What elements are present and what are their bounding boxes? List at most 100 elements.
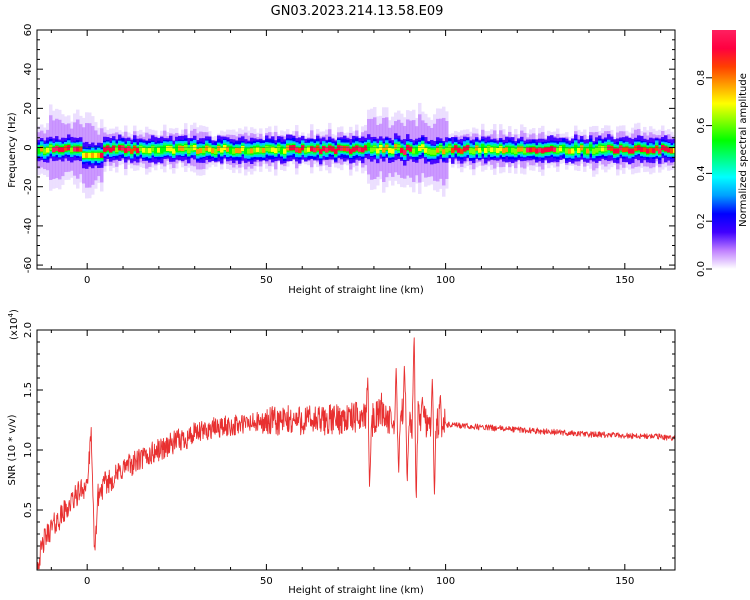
spectrogram-core-cell — [274, 148, 278, 154]
spectrogram-core-cell — [469, 148, 473, 154]
snr-y-axis-label: SNR (10 * v/v) — [7, 414, 18, 485]
spectrogram-core-cell — [595, 147, 599, 153]
spectrogram-core-cell — [520, 146, 524, 152]
spectrogram-core-cell — [562, 145, 566, 151]
snr-y-tick-label: 2.0 — [23, 322, 34, 338]
spectrogram-core-cell — [421, 144, 425, 150]
snr-x-tick-label: 0 — [84, 576, 90, 587]
spectrogram-core-cell — [229, 147, 233, 153]
spectrogram-core-cell — [37, 147, 41, 154]
spectrogram-core-cell — [436, 147, 440, 153]
spectrogram-core-cell — [175, 145, 179, 151]
spectrogram-y-tick-label: 20 — [23, 102, 34, 115]
colorbar-tick-label: 0.2 — [696, 213, 707, 229]
snr-y-tick-label: 0.5 — [23, 502, 34, 518]
spectrogram-core-cell — [298, 147, 302, 154]
spectrogram-core-cell — [412, 148, 416, 154]
spectrogram-core-cell — [505, 147, 509, 153]
spectrogram-core-cell — [367, 144, 371, 150]
spectrogram-y-tick-label: -60 — [23, 257, 34, 273]
spectrogram-core-cell — [493, 146, 497, 152]
spectrogram-core-cell — [370, 146, 374, 152]
spectrogram-core-cell — [85, 152, 89, 158]
spectrogram-core-cell — [334, 148, 338, 154]
spectrogram-core-cell — [568, 148, 572, 154]
spectrogram-core-cell — [82, 152, 86, 158]
spectrogram-x-tick-labels: 0 50 100 150 — [84, 275, 634, 286]
spectrogram-core-cell — [130, 148, 134, 154]
spectrogram-core-cell — [610, 145, 614, 152]
spectrogram-core-cell — [151, 146, 155, 152]
spectrogram-core-cell — [631, 148, 635, 154]
spectrogram-frame — [36, 29, 676, 270]
spectrogram-core-cell — [430, 149, 434, 155]
spectrogram-core-cell — [535, 148, 539, 154]
spectrogram-core-cell — [121, 145, 125, 151]
spectrogram-core-cell — [475, 145, 479, 151]
spectrogram-core-cell — [550, 146, 554, 152]
snr-x-tick-labels: 0 50 100 150 — [84, 576, 634, 587]
spectrogram-core-cell — [208, 146, 212, 152]
spectrogram-core-cell — [514, 148, 518, 154]
spectrogram-core-cell — [76, 146, 80, 152]
spectrogram-core-cell — [526, 147, 530, 153]
spectrogram-core-cell — [52, 147, 56, 153]
spectrogram-core-cell — [73, 146, 77, 152]
spectrogram-core-cell — [646, 148, 650, 154]
spectrogram-core-cell — [112, 145, 116, 151]
spectrogram-core-cell — [322, 145, 326, 152]
spectrogram-core-cell — [259, 147, 263, 153]
spectrogram-core-cell — [94, 152, 98, 158]
snr-y-multiplier: (x104) — [7, 309, 20, 340]
spectrogram-core-cell — [394, 144, 398, 150]
spectrogram-core-cell — [64, 145, 68, 151]
spectrogram-core-cell — [418, 145, 422, 151]
spectrogram-core-cell — [196, 148, 200, 154]
spectrogram-core-cell — [358, 146, 362, 152]
spectrogram-core-cell — [523, 148, 527, 154]
spectrogram-core-cell — [517, 146, 521, 152]
colorbar-label: Normalized spectral amplitude — [738, 73, 749, 227]
spectrogram-core-cell — [556, 147, 560, 153]
spectrogram-core-cell — [592, 148, 596, 154]
snr-plot-area — [37, 330, 675, 570]
spectrogram-core-cell — [241, 145, 245, 152]
spectrogram-core-cell — [331, 146, 335, 152]
spectrogram-core-cell — [181, 145, 185, 152]
spectrogram-core-cell — [628, 148, 632, 154]
spectrogram-core-cell — [544, 147, 548, 153]
spectrogram-core-cell — [349, 148, 353, 154]
spectrogram-core-cell — [211, 148, 215, 154]
spectrogram-core-cell — [172, 148, 176, 154]
spectrogram-core-cell — [289, 145, 293, 151]
spectrogram-x-tick-label: 100 — [436, 275, 455, 286]
spectrogram-core-cell — [439, 146, 443, 152]
spectrogram-core-cell — [232, 148, 236, 154]
spectrogram-core-cell — [100, 152, 104, 158]
spectrogram-core-cell — [586, 148, 590, 154]
spectrogram-core-cell — [214, 148, 218, 154]
spectrogram-core-cell — [304, 147, 308, 153]
spectrogram-core-cell — [484, 147, 488, 153]
spectrogram-core-cell — [55, 145, 59, 151]
spectrogram-core-cell — [115, 147, 119, 153]
spectrogram-core-cell — [457, 147, 461, 153]
spectrogram-core-cell — [496, 148, 500, 154]
spectrogram-core-cell — [286, 145, 290, 151]
spectrogram-core-cell — [127, 146, 131, 152]
spectrogram-core-cell — [622, 147, 626, 153]
spectrogram-core-cell — [46, 147, 50, 153]
spectrogram-core-cell — [415, 148, 419, 154]
spectrogram-core-cell — [178, 145, 182, 151]
svg-text:(x104): (x104) — [7, 309, 20, 340]
spectrogram-core-cell — [652, 148, 656, 154]
spectrogram-core-cell — [43, 148, 47, 154]
spectrogram-core-cell — [613, 148, 617, 154]
spectrogram-core-cell — [220, 147, 224, 153]
spectrogram-core-cell — [361, 147, 365, 153]
spectrogram-x-axis-label: Height of straight line (km) — [288, 285, 424, 296]
spectrogram-core-cell — [199, 147, 203, 154]
spectrogram-core-cell — [307, 146, 311, 152]
spectrogram-core-cell — [145, 148, 149, 154]
